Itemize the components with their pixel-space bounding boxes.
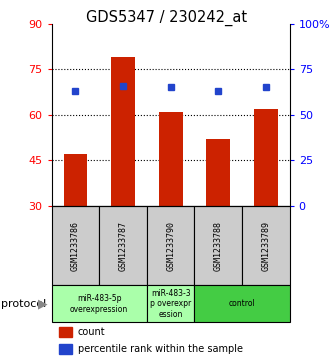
Bar [99,206,147,285]
Bar [111,57,135,206]
Bar [242,206,290,285]
Text: protocol: protocol [1,299,46,309]
Text: GSM1233788: GSM1233788 [214,221,223,270]
Text: count: count [78,327,106,337]
Text: percentile rank within the sample: percentile rank within the sample [78,344,243,354]
Text: miR-483-3
p overexpr
ession: miR-483-3 p overexpr ession [150,289,191,319]
Bar [64,154,87,206]
Text: miR-483-5p
overexpression: miR-483-5p overexpression [70,294,128,314]
Text: GSM1233790: GSM1233790 [166,221,175,270]
Bar [254,109,278,206]
Bar [52,206,99,285]
Bar [206,139,230,206]
Text: GSM1233786: GSM1233786 [71,221,80,270]
Text: ▶: ▶ [38,297,48,310]
Bar [59,344,72,354]
Bar [194,206,242,285]
Bar [59,327,72,337]
Text: control: control [229,299,255,309]
Bar [159,111,182,206]
Bar [147,285,194,322]
Text: GDS5347 / 230242_at: GDS5347 / 230242_at [86,10,247,26]
Text: GSM1233787: GSM1233787 [119,221,128,270]
Bar [194,285,290,322]
Bar [147,206,194,285]
Bar [52,285,147,322]
Text: GSM1233789: GSM1233789 [261,221,270,270]
